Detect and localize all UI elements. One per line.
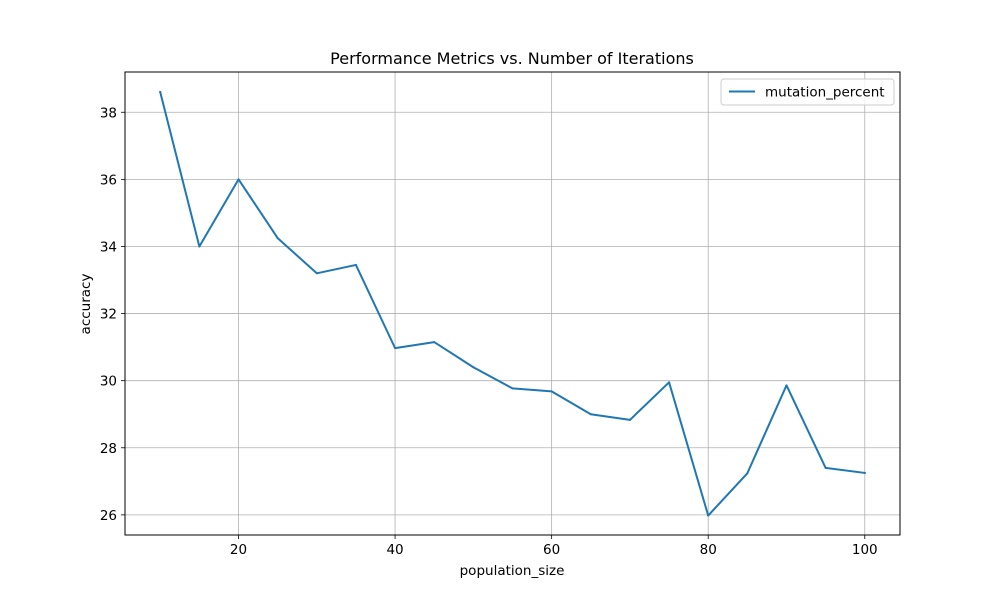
data-point xyxy=(159,91,162,94)
legend-box xyxy=(720,78,895,106)
axis-ticks: 20 40 60 80 100 26 28 30 32 34 36 38 xyxy=(100,105,878,558)
y-tick-label: 38 xyxy=(100,105,117,121)
y-tick-label: 30 xyxy=(100,374,117,390)
series-layer xyxy=(159,90,866,517)
data-point xyxy=(824,466,827,469)
data-point xyxy=(354,263,357,266)
data-point xyxy=(707,514,710,517)
data-point xyxy=(276,237,279,240)
y-axis-label: accuracy xyxy=(78,274,94,335)
x-tick-label: 80 xyxy=(700,542,717,558)
plot-area xyxy=(125,72,900,535)
x-tick-label: 40 xyxy=(386,542,403,558)
y-tick-label: 26 xyxy=(100,508,117,524)
data-point xyxy=(863,471,866,474)
data-point xyxy=(237,178,240,181)
data-point xyxy=(394,347,397,350)
y-tick-label: 28 xyxy=(100,441,117,457)
data-point xyxy=(433,341,436,344)
x-tick-label: 60 xyxy=(543,542,560,558)
data-point xyxy=(198,245,201,248)
data-point xyxy=(668,381,671,384)
y-tick-label: 34 xyxy=(100,239,117,255)
chart-title: Performance Metrics vs. Number of Iterat… xyxy=(330,49,694,68)
data-point xyxy=(511,387,514,390)
legend-label: mutation_percent xyxy=(765,85,885,101)
y-tick-label: 36 xyxy=(100,172,117,188)
y-tick-label: 32 xyxy=(100,307,117,323)
data-point xyxy=(746,472,749,475)
legend: mutation_percent xyxy=(720,78,895,106)
plot-frame xyxy=(124,71,901,536)
x-tick-label: 100 xyxy=(852,542,878,558)
data-point xyxy=(785,384,788,387)
data-point xyxy=(589,413,592,416)
data-point xyxy=(550,390,553,393)
data-point xyxy=(472,366,475,369)
x-tick-label: 20 xyxy=(230,542,247,558)
data-point xyxy=(628,418,631,421)
data-point xyxy=(315,272,318,275)
grid-lines xyxy=(125,72,900,535)
x-axis-label: population_size xyxy=(460,563,565,579)
